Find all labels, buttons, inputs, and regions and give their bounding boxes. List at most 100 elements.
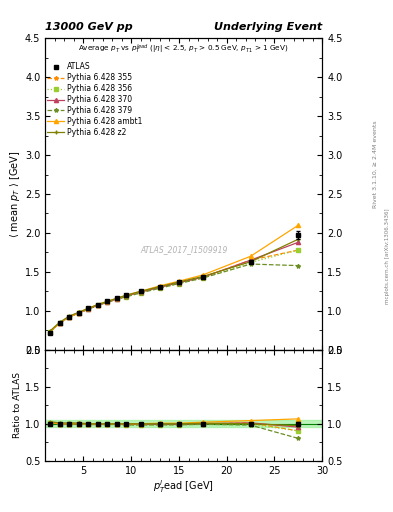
Pythia 6.428 379 [95,302,100,308]
Pythia 6.428 355 [124,293,129,299]
Pythia 6.428 379 [57,320,62,326]
Pythia 6.428 370 [57,320,62,326]
Pythia 6.428 370 [124,293,129,299]
Pythia 6.428 379 [105,299,110,305]
Pythia 6.428 379 [158,285,162,291]
Pythia 6.428 379 [296,263,301,269]
Pythia 6.428 355 [200,274,205,281]
Pythia 6.428 370 [86,306,90,312]
Pythia 6.428 370 [114,296,119,302]
Pythia 6.428 355 [114,296,119,302]
Pythia 6.428 370 [158,284,162,290]
Pythia 6.428 356 [48,329,52,335]
Pythia 6.428 z2 [105,298,110,305]
Line: Pythia 6.428 355: Pythia 6.428 355 [48,248,301,334]
Pythia 6.428 355 [105,299,110,305]
Y-axis label: $\langle$ mean $p_T$ $\rangle$ [GeV]: $\langle$ mean $p_T$ $\rangle$ [GeV] [8,151,22,238]
Pythia 6.428 355 [95,302,100,308]
Pythia 6.428 ambt1 [296,222,301,228]
Pythia 6.428 ambt1 [158,283,162,289]
Pythia 6.428 355 [296,247,301,253]
Pythia 6.428 ambt1 [67,314,72,320]
Pythia 6.428 355 [67,314,72,320]
Line: Pythia 6.428 356: Pythia 6.428 356 [48,248,301,334]
Bar [45,420,322,428]
Pythia 6.428 356 [124,294,129,300]
Pythia 6.428 379 [200,275,205,281]
Pythia 6.428 ambt1 [105,298,110,305]
Pythia 6.428 355 [86,305,90,311]
Pythia 6.428 356 [114,296,119,302]
X-axis label: $p_T^l$ead [GeV]: $p_T^l$ead [GeV] [153,478,214,495]
Pythia 6.428 370 [296,239,301,245]
Pythia 6.428 ambt1 [48,329,52,335]
Text: Average $p_T$ vs $p_T^{lead}$ ($|\eta|$ < 2.5, $p_T$ > 0.5 GeV, $p_{T1}$ > 1 GeV: Average $p_T$ vs $p_T^{lead}$ ($|\eta|$ … [79,43,289,56]
Pythia 6.428 370 [67,314,72,320]
Pythia 6.428 356 [296,247,301,253]
Pythia 6.428 370 [105,299,110,305]
Pythia 6.428 ambt1 [200,272,205,278]
Pythia 6.428 356 [76,310,81,316]
Pythia 6.428 ambt1 [95,302,100,308]
Pythia 6.428 379 [138,290,143,296]
Pythia 6.428 ambt1 [176,278,181,284]
Pythia 6.428 z2 [296,236,301,242]
Pythia 6.428 z2 [176,279,181,285]
Line: Pythia 6.428 370: Pythia 6.428 370 [48,240,301,334]
Pythia 6.428 379 [114,296,119,302]
Line: Pythia 6.428 379: Pythia 6.428 379 [48,262,301,334]
Pythia 6.428 370 [176,280,181,286]
Pythia 6.428 356 [86,306,90,312]
Pythia 6.428 370 [95,302,100,308]
Pythia 6.428 z2 [138,288,143,294]
Pythia 6.428 379 [67,314,72,320]
Pythia 6.428 356 [248,260,253,266]
Pythia 6.428 356 [138,290,143,296]
Pythia 6.428 356 [57,320,62,326]
Pythia 6.428 355 [48,329,52,335]
Pythia 6.428 356 [158,285,162,291]
Pythia 6.428 z2 [57,319,62,326]
Pythia 6.428 379 [48,329,52,335]
Pythia 6.428 ambt1 [57,320,62,326]
Pythia 6.428 z2 [124,292,129,298]
Pythia 6.428 ambt1 [76,310,81,316]
Line: Pythia 6.428 ambt1: Pythia 6.428 ambt1 [48,223,301,334]
Pythia 6.428 370 [248,257,253,263]
Pythia 6.428 356 [105,299,110,305]
Pythia 6.428 379 [76,310,81,316]
Pythia 6.428 ambt1 [124,292,129,298]
Text: Underlying Event: Underlying Event [214,22,322,32]
Pythia 6.428 379 [86,306,90,312]
Pythia 6.428 z2 [200,273,205,280]
Pythia 6.428 ambt1 [248,253,253,260]
Pythia 6.428 z2 [95,302,100,308]
Text: Rivet 3.1.10, ≥ 2.4M events: Rivet 3.1.10, ≥ 2.4M events [373,120,378,208]
Pythia 6.428 355 [76,309,81,315]
Pythia 6.428 z2 [86,305,90,311]
Line: Pythia 6.428 z2: Pythia 6.428 z2 [48,237,301,333]
Pythia 6.428 370 [48,329,52,335]
Text: ATLAS_2017_I1509919: ATLAS_2017_I1509919 [140,246,228,254]
Pythia 6.428 379 [176,281,181,287]
Pythia 6.428 z2 [248,259,253,265]
Pythia 6.428 370 [138,289,143,295]
Pythia 6.428 355 [138,289,143,295]
Text: mcplots.cern.ch [arXiv:1306.3436]: mcplots.cern.ch [arXiv:1306.3436] [385,208,389,304]
Pythia 6.428 355 [158,284,162,290]
Pythia 6.428 356 [176,281,181,287]
Pythia 6.428 z2 [114,295,119,302]
Pythia 6.428 379 [248,261,253,267]
Pythia 6.428 355 [57,320,62,326]
Pythia 6.428 370 [200,274,205,281]
Pythia 6.428 355 [248,257,253,263]
Pythia 6.428 ambt1 [86,305,90,311]
Text: 13000 GeV pp: 13000 GeV pp [45,22,133,32]
Legend: ATLAS, Pythia 6.428 355, Pythia 6.428 356, Pythia 6.428 370, Pythia 6.428 379, P: ATLAS, Pythia 6.428 355, Pythia 6.428 35… [48,62,143,137]
Pythia 6.428 370 [76,310,81,316]
Pythia 6.428 355 [176,280,181,286]
Pythia 6.428 356 [95,302,100,308]
Pythia 6.428 356 [200,275,205,281]
Pythia 6.428 z2 [48,328,52,334]
Pythia 6.428 ambt1 [114,295,119,302]
